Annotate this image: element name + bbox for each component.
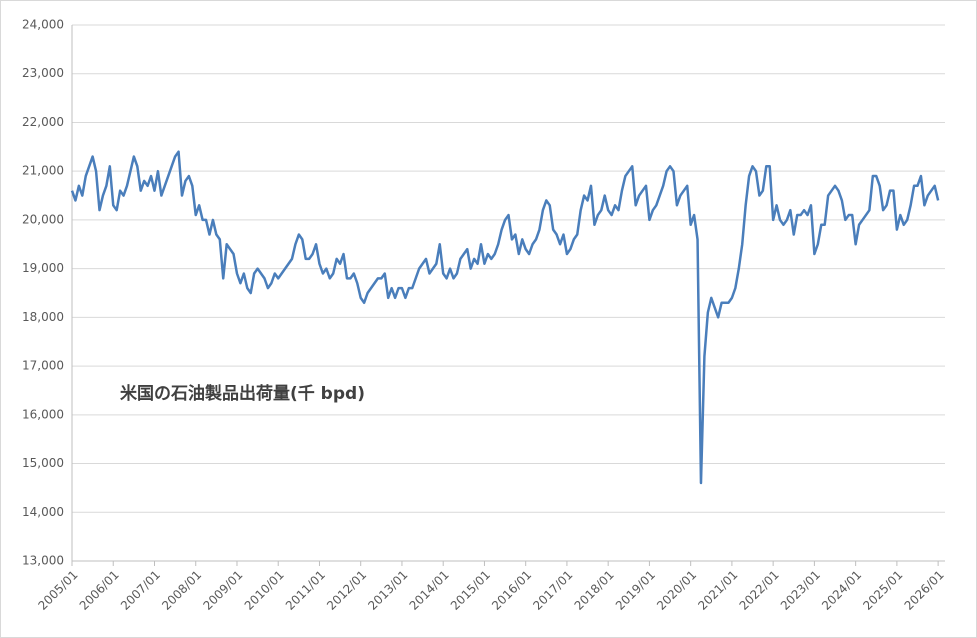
annotation: 米国の石油製品出荷量(千 bpd) [120, 383, 365, 404]
y-tick-label: 20,000 [22, 212, 64, 226]
y-tick-label: 13,000 [22, 554, 64, 568]
y-tick-label: 19,000 [22, 261, 64, 275]
y-tick-label: 17,000 [22, 359, 64, 373]
y-tick-label: 22,000 [22, 115, 64, 129]
y-tick-label: 15,000 [22, 456, 64, 470]
data-line [70, 150, 940, 485]
y-tick-label: 23,000 [22, 66, 64, 80]
y-tick-label: 24,000 [22, 18, 64, 32]
y-tick-label: 18,000 [22, 310, 64, 324]
y-tick-label: 21,000 [22, 164, 64, 178]
y-tick-label: 14,000 [22, 505, 64, 519]
y-tick-label: 16,000 [22, 407, 64, 421]
